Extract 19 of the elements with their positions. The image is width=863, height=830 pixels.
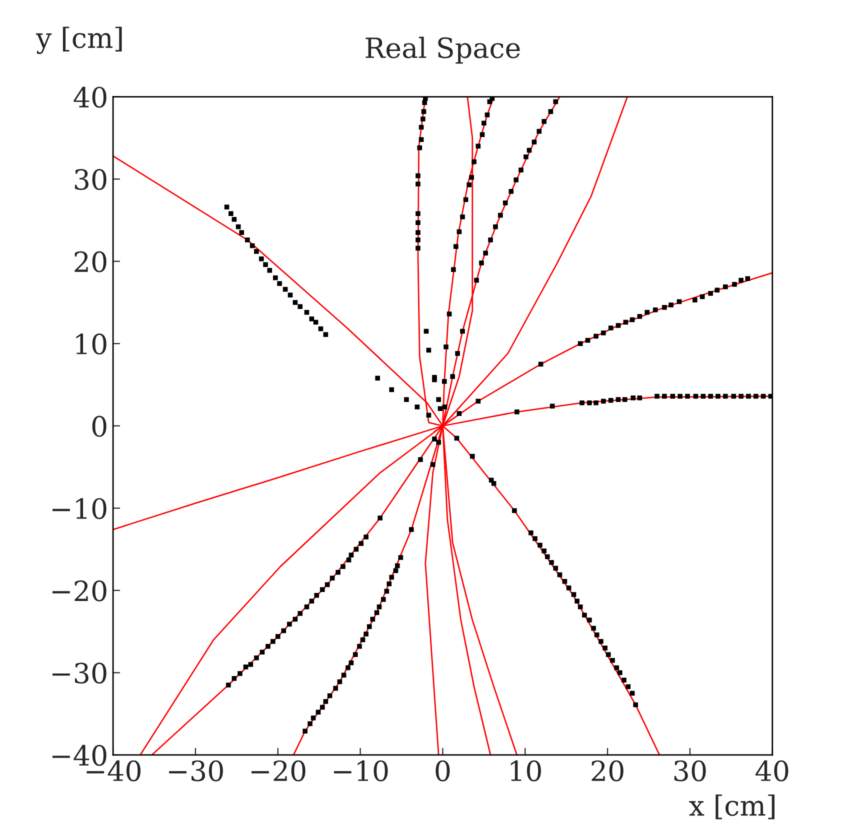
y-tick-label: −10 — [52, 498, 106, 520]
x-tick-label: 20 — [592, 760, 624, 782]
y-tick-label: 10 — [76, 334, 106, 355]
x-tick-label: −30 — [169, 760, 223, 782]
x-axis-title: x [cm] — [689, 794, 774, 820]
x-tick-label: −10 — [334, 760, 388, 782]
chart-title: Real Space — [366, 36, 520, 64]
y-tick-label: 0 — [92, 416, 106, 437]
x-tick-label: −20 — [252, 760, 306, 782]
y-tick-label: −30 — [52, 662, 106, 684]
x-tick-label: 40 — [756, 760, 788, 782]
x-tick-label: 30 — [674, 760, 706, 782]
y-tick-label: 30 — [74, 168, 106, 190]
y-tick-label: −20 — [52, 580, 106, 602]
x-tick-label: 0 — [436, 760, 450, 782]
y-axis-title: y [cm] — [36, 26, 122, 54]
x-tick-label: 10 — [510, 760, 541, 782]
y-tick-label: 20 — [74, 251, 106, 272]
y-tick-label: 40 — [74, 86, 106, 108]
